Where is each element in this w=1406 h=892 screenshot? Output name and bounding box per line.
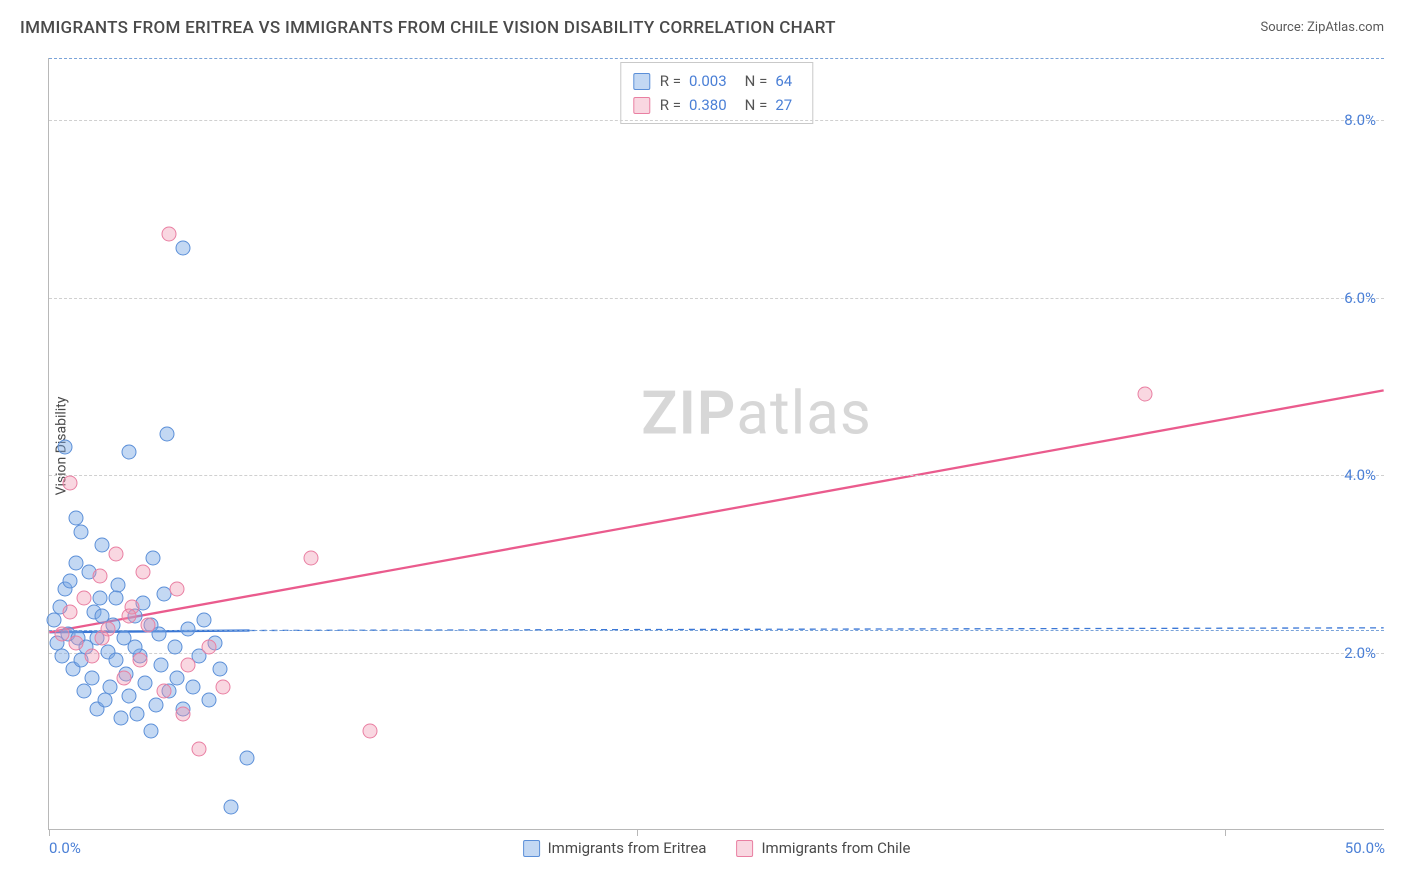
data-point: [68, 555, 83, 570]
stats-legend: R =0.003 N =64 R =0.380 N =27: [620, 62, 813, 124]
data-point: [116, 671, 131, 686]
x-tick: [637, 829, 638, 836]
data-point: [130, 706, 145, 721]
data-point: [63, 573, 78, 588]
data-point: [58, 440, 73, 455]
y-tick-label: 8.0%: [1344, 111, 1376, 129]
data-point: [146, 551, 161, 566]
data-point: [362, 724, 377, 739]
y-tick-label: 4.0%: [1344, 466, 1376, 484]
data-point: [92, 569, 107, 584]
data-point: [202, 640, 217, 655]
legend-item: Immigrants from Eritrea: [523, 839, 707, 857]
data-point: [170, 582, 185, 597]
data-point: [108, 591, 123, 606]
scatter-plot: ZIPatlas R =0.003 N =64 R =0.380 N =27 I…: [48, 58, 1384, 830]
source-attribution: Source: ZipAtlas.com: [1260, 20, 1384, 35]
data-point: [303, 551, 318, 566]
data-point: [138, 675, 153, 690]
data-point: [132, 653, 147, 668]
data-point: [84, 648, 99, 663]
data-point: [74, 524, 89, 539]
trend-lines: [49, 58, 1384, 829]
legend-swatch: [523, 840, 540, 857]
x-tick-label: 50.0%: [1345, 839, 1385, 857]
data-point: [196, 613, 211, 628]
data-point: [202, 693, 217, 708]
data-point: [180, 622, 195, 637]
watermark-text: ZIPatlas: [641, 377, 872, 448]
data-point: [98, 693, 113, 708]
data-point: [63, 604, 78, 619]
data-point: [76, 684, 91, 699]
data-point: [122, 688, 137, 703]
legend-swatch: [736, 840, 753, 857]
data-point: [95, 538, 110, 553]
data-point: [55, 648, 70, 663]
data-point: [156, 684, 171, 699]
data-point: [154, 657, 169, 672]
stats-row: R =0.380 N =27: [633, 93, 800, 117]
data-point: [92, 591, 107, 606]
data-point: [223, 799, 238, 814]
gridline-dashed: [49, 58, 1384, 59]
data-point: [159, 427, 174, 442]
legend-swatch: [633, 97, 650, 114]
data-point: [68, 635, 83, 650]
data-point: [175, 240, 190, 255]
y-tick-label: 6.0%: [1344, 289, 1376, 307]
data-point: [143, 724, 158, 739]
data-point: [215, 680, 230, 695]
x-tick: [49, 829, 50, 836]
legend-item: Immigrants from Chile: [736, 839, 910, 857]
data-point: [167, 640, 182, 655]
data-point: [63, 475, 78, 490]
data-point: [108, 546, 123, 561]
data-point: [108, 653, 123, 668]
data-point: [213, 662, 228, 677]
data-point: [114, 711, 129, 726]
stats-row: R =0.003 N =64: [633, 69, 800, 93]
gridline: [49, 120, 1384, 121]
data-point: [135, 564, 150, 579]
data-point: [68, 511, 83, 526]
data-point: [162, 227, 177, 242]
chart-title: IMMIGRANTS FROM ERITREA VS IMMIGRANTS FR…: [20, 18, 836, 38]
series-legend: Immigrants from Eritrea Immigrants from C…: [523, 839, 911, 857]
x-tick: [1225, 829, 1226, 836]
x-tick-label: 0.0%: [49, 839, 81, 857]
data-point: [148, 697, 163, 712]
gridline-dashed: [49, 630, 1384, 631]
data-point: [191, 742, 206, 757]
data-point: [175, 706, 190, 721]
data-point: [140, 617, 155, 632]
data-point: [76, 591, 91, 606]
data-point: [122, 609, 137, 624]
data-point: [1137, 387, 1152, 402]
data-point: [84, 671, 99, 686]
data-point: [103, 680, 118, 695]
y-tick-label: 2.0%: [1344, 644, 1376, 662]
gridline: [49, 475, 1384, 476]
data-point: [95, 631, 110, 646]
legend-swatch: [633, 73, 650, 90]
data-point: [186, 680, 201, 695]
data-point: [170, 671, 185, 686]
gridline: [49, 653, 1384, 654]
data-point: [122, 444, 137, 459]
gridline: [49, 298, 1384, 299]
data-point: [239, 751, 254, 766]
data-point: [55, 626, 70, 641]
data-point: [180, 657, 195, 672]
